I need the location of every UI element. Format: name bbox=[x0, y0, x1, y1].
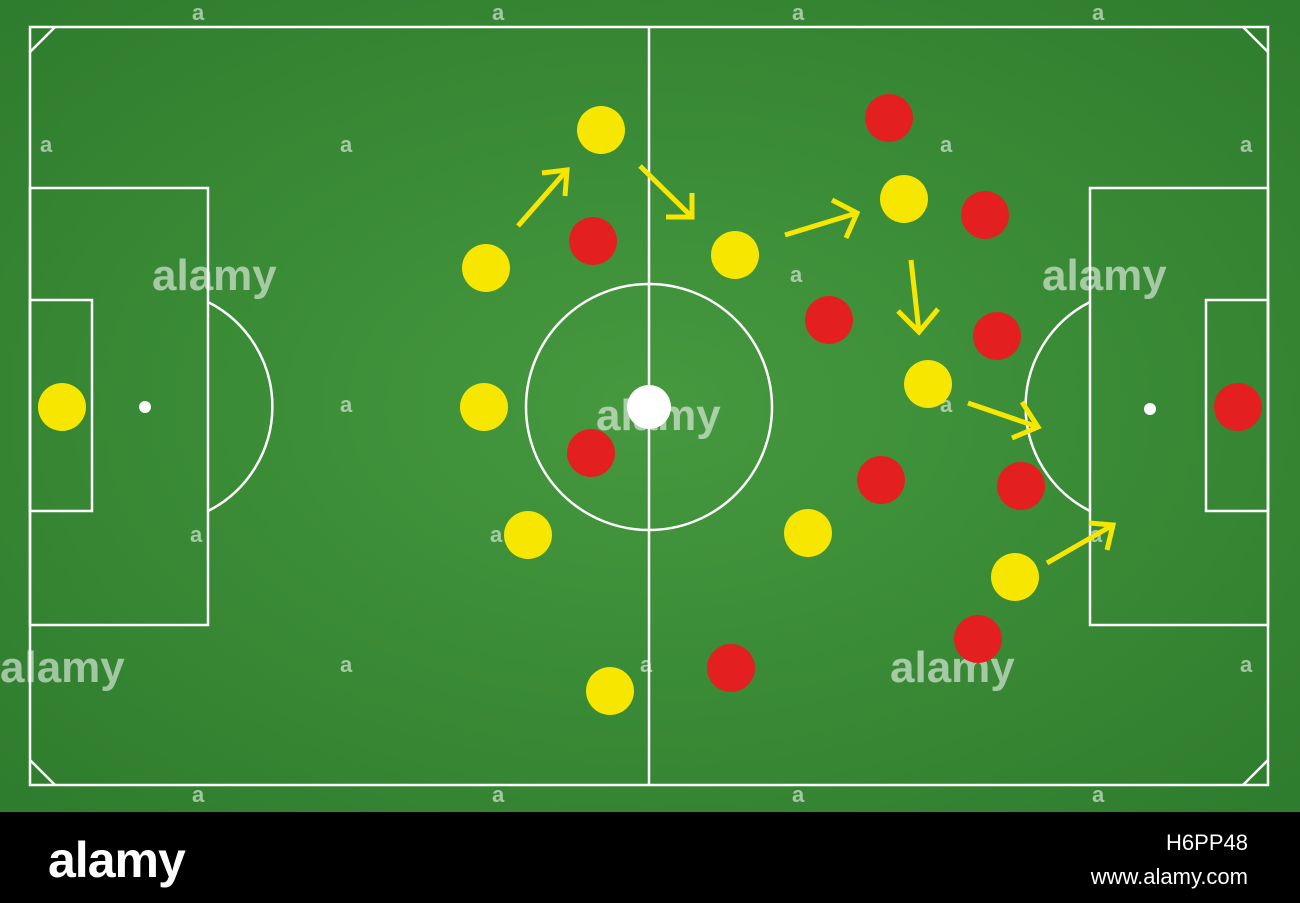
red-player-disc bbox=[569, 217, 617, 265]
movement-arrow bbox=[784, 197, 861, 240]
movement-arrow bbox=[1045, 520, 1117, 566]
red-player-disc bbox=[997, 462, 1045, 510]
watermark-small-mark: a bbox=[1092, 0, 1105, 25]
right-penalty-spot bbox=[1144, 403, 1156, 415]
watermark-small-mark: a bbox=[792, 782, 805, 807]
centre-circle bbox=[524, 282, 774, 532]
yellow-player-disc bbox=[462, 244, 510, 292]
red-player-disc bbox=[954, 615, 1002, 663]
red-player-disc bbox=[865, 94, 913, 142]
watermark-small-mark: a bbox=[940, 132, 953, 157]
yellow-player-disc bbox=[711, 231, 759, 279]
yellow-player-disc bbox=[577, 106, 625, 154]
red-player-disc bbox=[805, 296, 853, 344]
image-id-label: H6PP48 bbox=[1166, 830, 1248, 855]
watermark-text: alamy bbox=[152, 251, 277, 300]
yellow-player-disc bbox=[904, 360, 952, 408]
corner-arc-bottom-right bbox=[1242, 759, 1269, 786]
yellow-player-disc bbox=[991, 553, 1039, 601]
red-player-disc bbox=[1214, 383, 1262, 431]
watermark-small-mark: a bbox=[340, 652, 353, 677]
corner-arc-top-left bbox=[29, 26, 56, 53]
team-red bbox=[567, 94, 1262, 692]
red-player-disc bbox=[961, 191, 1009, 239]
movement-arrow bbox=[516, 167, 570, 228]
yellow-player-disc bbox=[460, 383, 508, 431]
yellow-player-disc bbox=[880, 175, 928, 223]
left-goal-area bbox=[28, 298, 94, 513]
watermark-small-mark: a bbox=[790, 262, 803, 287]
red-player-disc bbox=[973, 312, 1021, 360]
watermark-small-mark: a bbox=[1092, 782, 1105, 807]
watermark-small-mark: a bbox=[192, 782, 205, 807]
red-player-disc bbox=[567, 429, 615, 477]
watermark-small-mark: a bbox=[490, 522, 503, 547]
watermark-small-mark: a bbox=[492, 782, 505, 807]
red-player-disc bbox=[707, 644, 755, 692]
site-url-label: www.alamy.com bbox=[1090, 864, 1248, 889]
corner-arc-bottom-left bbox=[29, 759, 56, 786]
watermark-small-mark: a bbox=[190, 522, 203, 547]
left-penalty-spot bbox=[139, 401, 151, 413]
watermark-text: alamy bbox=[0, 643, 125, 692]
watermark-small-mark: a bbox=[40, 132, 53, 157]
yellow-player-disc bbox=[586, 667, 634, 715]
left-penalty-arc bbox=[207, 300, 274, 513]
right-goal-area bbox=[1204, 298, 1270, 513]
yellow-player-disc bbox=[504, 511, 552, 559]
team-yellow bbox=[38, 106, 1039, 715]
football-pitch: alamy alamy alamy alamy alamy a a a a a … bbox=[0, 0, 1300, 812]
corner-arc-top-right bbox=[1242, 26, 1269, 53]
red-player-disc bbox=[857, 456, 905, 504]
brand-logo-text: alamy bbox=[48, 832, 186, 888]
watermark-small-mark: a bbox=[192, 0, 205, 25]
watermark-small-mark: a bbox=[1240, 652, 1253, 677]
ball-disc bbox=[627, 385, 671, 429]
yellow-player-disc bbox=[784, 509, 832, 557]
watermark-small-mark: a bbox=[640, 652, 653, 677]
movement-arrow bbox=[896, 259, 940, 336]
watermark-small-mark: a bbox=[340, 392, 353, 417]
yellow-player-disc bbox=[38, 383, 86, 431]
watermark-small-mark: a bbox=[340, 132, 353, 157]
movement-arrow bbox=[967, 400, 1042, 441]
watermark-layer: alamy alamy alamy alamy alamy a a a a a … bbox=[0, 0, 1253, 807]
stock-footer-bar: alamy H6PP48 www.alamy.com bbox=[0, 812, 1300, 903]
watermark-small-mark: a bbox=[492, 0, 505, 25]
movement-arrows bbox=[516, 164, 1117, 566]
watermark-small-mark: a bbox=[792, 0, 805, 25]
watermark-small-mark: a bbox=[1240, 132, 1253, 157]
watermark-text: alamy bbox=[1042, 251, 1167, 300]
movement-arrow bbox=[638, 164, 695, 220]
